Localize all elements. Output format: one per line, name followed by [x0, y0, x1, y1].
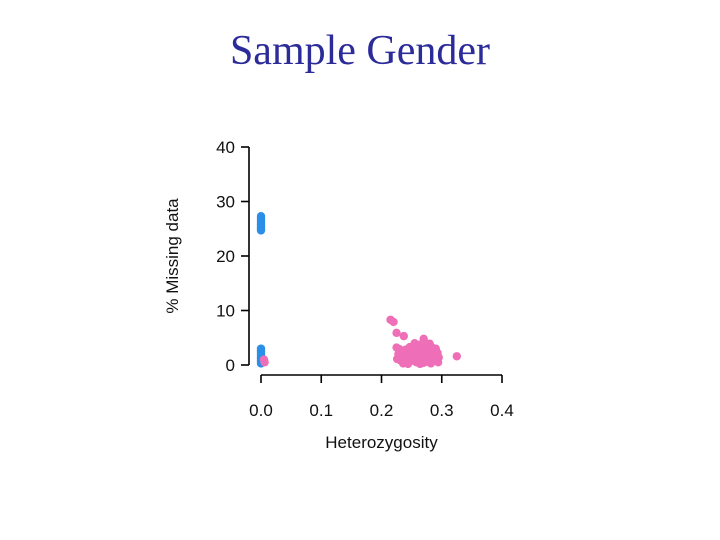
data-point-pink: [398, 359, 408, 368]
x-axis-ticks: 0.0 0.1 0.2 0.3 0.4: [249, 375, 514, 420]
data-point-pink: [419, 334, 428, 344]
y-tick-label: 20: [216, 247, 235, 266]
y-axis-ticks: 0 10 20 30 40: [216, 138, 249, 375]
y-tick-label: 40: [216, 138, 235, 157]
x-tick-label: 0.2: [370, 401, 394, 420]
slide-title: Sample Gender: [229, 28, 491, 74]
data-point-pink: [433, 348, 442, 358]
y-tick-label: 30: [216, 193, 235, 212]
data-point-pink: [392, 328, 401, 338]
data-point-pink: [420, 342, 430, 351]
plot-points: [256, 212, 462, 369]
x-tick-label: 0.3: [430, 401, 454, 420]
x-tick-label: 0.1: [309, 401, 333, 420]
y-axis-label: % Missing data: [163, 198, 182, 314]
data-point-pink: [389, 317, 398, 327]
data-point-pink: [427, 356, 436, 365]
data-point-pink: [260, 358, 269, 367]
data-point-pink: [399, 331, 408, 341]
data-point-pink: [411, 350, 421, 359]
x-axis-label: Heterozygosity: [325, 433, 438, 452]
data-point-pink: [452, 352, 462, 361]
y-tick-label: 0: [226, 356, 235, 375]
data-point-pink: [433, 358, 443, 367]
y-tick-label: 10: [216, 302, 235, 321]
data-point-pink: [417, 358, 427, 368]
x-tick-label: 0.4: [490, 401, 514, 420]
x-tick-label: 0.0: [249, 401, 273, 420]
data-point-blue: [256, 226, 266, 235]
